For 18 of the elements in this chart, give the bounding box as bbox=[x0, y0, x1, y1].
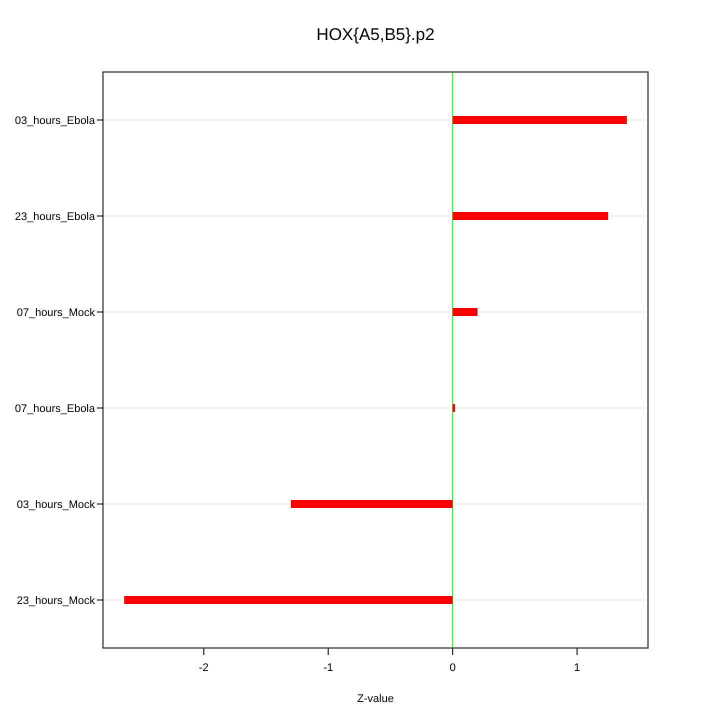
y-tick-label: 03_hours_Mock bbox=[16, 499, 96, 511]
y-tick-label: 23_hours_Ebola bbox=[14, 211, 96, 223]
x-tick-label: -1 bbox=[323, 662, 334, 674]
bar bbox=[452, 212, 608, 220]
bar bbox=[452, 116, 627, 124]
bar bbox=[452, 308, 478, 316]
bar bbox=[290, 500, 453, 508]
y-tick-label: 23_hours_Mock bbox=[16, 595, 96, 607]
x-tick-label: 1 bbox=[574, 662, 580, 674]
y-tick-label: 07_hours_Mock bbox=[16, 307, 96, 319]
x-tick-label: 0 bbox=[450, 662, 456, 674]
x-tick-label: -2 bbox=[198, 662, 209, 674]
y-tick-label: 07_hours_Ebola bbox=[14, 403, 96, 415]
chart-title: HOX{A5,B5}.p2 bbox=[316, 25, 435, 44]
x-axis-title: Z-value bbox=[357, 693, 394, 705]
bar bbox=[452, 404, 456, 412]
bar bbox=[124, 596, 453, 604]
y-tick-label: 03_hours_Ebola bbox=[14, 115, 96, 127]
